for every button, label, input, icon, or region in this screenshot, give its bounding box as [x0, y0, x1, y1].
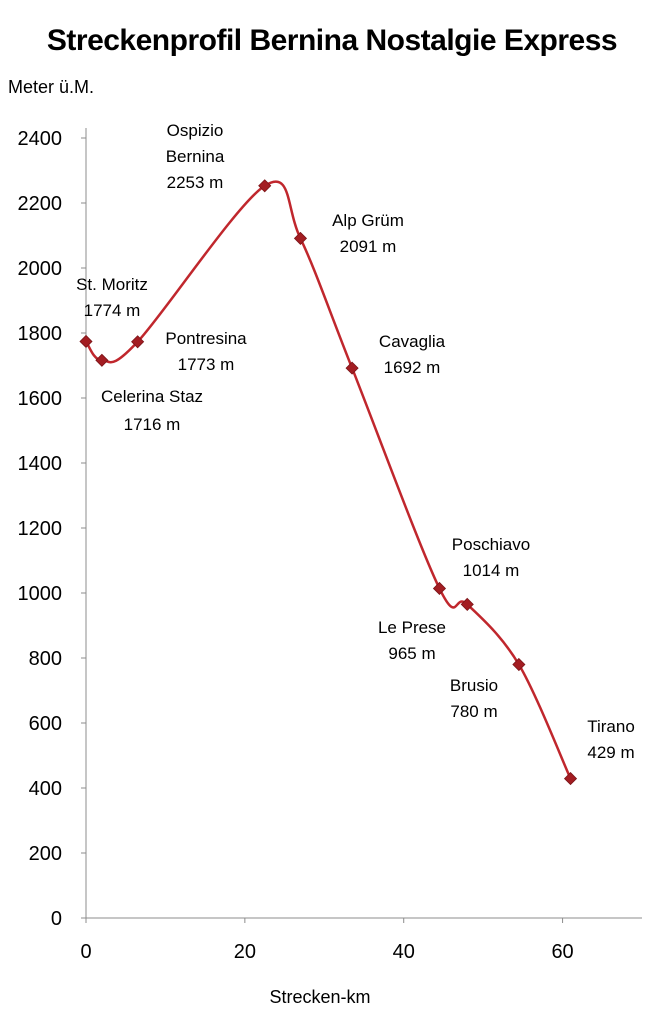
station-marker — [131, 335, 145, 349]
station-elevation-label: 1774 m — [84, 301, 141, 320]
station-name-label: Celerina Staz — [101, 387, 203, 406]
station-marker — [512, 657, 526, 672]
station-name-label: Cavaglia — [379, 332, 446, 351]
station-elevation-label: 1692 m — [384, 358, 441, 377]
y-tick-label: 2400 — [18, 128, 63, 150]
x-tick-label: 0 — [80, 941, 91, 963]
station-name-label: Brusio — [450, 676, 498, 695]
y-tick-label: 400 — [29, 778, 62, 800]
station-name-label: Bernina — [166, 147, 225, 166]
y-tick-label: 1600 — [18, 388, 63, 410]
y-tick-label: 1000 — [18, 583, 63, 605]
station-marker — [432, 581, 447, 596]
y-tick-label: 2000 — [18, 258, 63, 280]
station-marker — [345, 361, 359, 375]
station-elevation-label: 2253 m — [167, 173, 224, 192]
station-elevation-label: 429 m — [587, 743, 634, 762]
y-tick-label: 1800 — [18, 323, 63, 345]
station-marker — [95, 353, 109, 367]
y-tick-label: 600 — [29, 713, 62, 735]
station-marker — [460, 597, 474, 611]
x-tick-label: 60 — [551, 941, 573, 963]
y-tick-label: 1400 — [18, 453, 63, 475]
station-name-label: Poschiavo — [452, 535, 530, 554]
station-name-label: Alp Grüm — [332, 211, 404, 230]
y-axis-label: Meter ü.M. — [8, 77, 95, 97]
station-marker — [563, 772, 578, 786]
station-marker — [258, 179, 272, 193]
y-tick-label: 200 — [29, 843, 62, 865]
station-marker — [79, 334, 93, 349]
y-tick-label: 1200 — [18, 518, 63, 540]
x-axis-label: Strecken-km — [269, 987, 371, 1007]
chart-title: Streckenprofil Bernina Nostalgie Express — [46, 24, 618, 57]
y-tick-label: 800 — [29, 648, 62, 670]
station-elevation-label: 965 m — [388, 644, 435, 663]
station-name-label: Tirano — [587, 717, 635, 736]
station-name-label: Le Prese — [378, 618, 446, 637]
y-tick-label: 2200 — [18, 193, 63, 215]
station-elevation-label: 1716 m — [124, 415, 181, 434]
station-elevation-label: 2091 m — [340, 237, 397, 256]
y-tick-label: 0 — [51, 908, 62, 930]
station-elevation-label: 780 m — [450, 702, 497, 721]
x-tick-label: 40 — [393, 941, 415, 963]
station-marker — [293, 231, 308, 245]
station-name-label: Ospizio — [167, 121, 224, 140]
x-tick-label: 20 — [234, 941, 256, 963]
station-name-label: St. Moritz — [76, 275, 148, 294]
station-elevation-label: 1014 m — [463, 561, 520, 580]
station-elevation-label: 1773 m — [178, 355, 235, 374]
station-name-label: Pontresina — [165, 329, 247, 348]
